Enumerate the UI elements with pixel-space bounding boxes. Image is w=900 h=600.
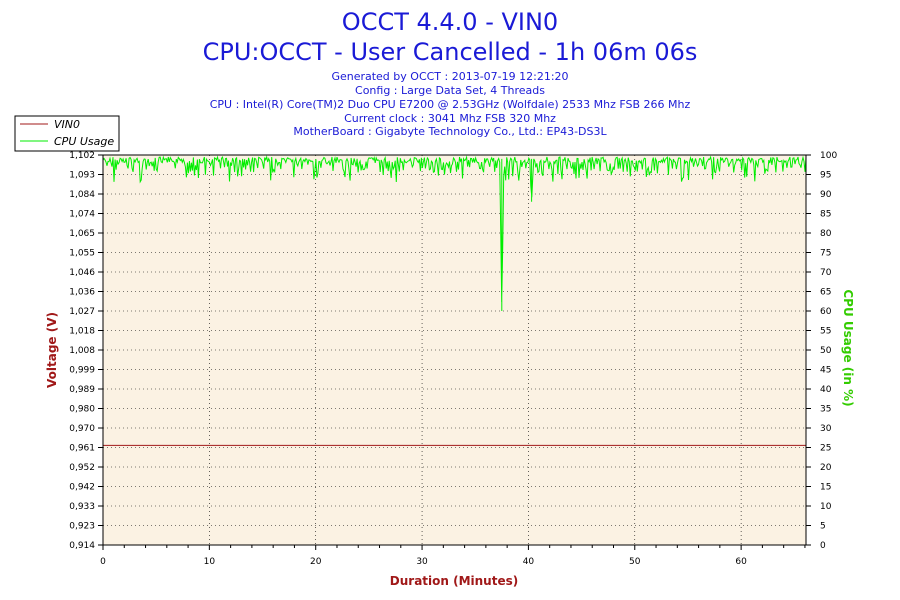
info-generated: Generated by OCCT : 2013-07-19 12:21:20 xyxy=(331,70,568,83)
y2-tick-label: 90 xyxy=(820,190,832,200)
info-cpu: CPU : Intel(R) Core(TM)2 Duo CPU E7200 @… xyxy=(210,98,691,111)
y-axis-label: Voltage (V) xyxy=(45,312,59,388)
x-tick-label: 20 xyxy=(310,557,322,567)
y2-tick-label: 75 xyxy=(820,249,831,259)
x-tick-label: 30 xyxy=(416,557,428,567)
y2-tick-label: 80 xyxy=(820,229,832,239)
x-tick-label: 10 xyxy=(204,557,216,567)
x-axis-label: Duration (Minutes) xyxy=(390,574,518,588)
y2-tick-label: 20 xyxy=(820,463,832,473)
info-motherboard: MotherBoard : Gigabyte Technology Co., L… xyxy=(293,125,607,138)
y2-tick-label: 65 xyxy=(820,288,831,298)
y2-tick-label: 45 xyxy=(820,366,831,376)
y-tick-label: 1,036 xyxy=(69,288,95,298)
chart-subtitle: CPU:OCCT - User Cancelled - 1h 06m 06s xyxy=(203,38,698,66)
y-tick-label: 1,018 xyxy=(69,327,95,337)
y-tick-label: 0,952 xyxy=(69,463,95,473)
y2-axis-label: CPU Usage (in %) xyxy=(841,289,855,406)
plot-area xyxy=(103,155,806,545)
y2-tick-label: 55 xyxy=(820,327,831,337)
grid-layer xyxy=(103,155,806,545)
x-tick-label: 60 xyxy=(735,557,747,567)
y-tick-label: 1,102 xyxy=(69,151,95,161)
y-tick-label: 0,980 xyxy=(69,405,95,415)
x-tick-label: 50 xyxy=(629,557,641,567)
series-layer xyxy=(102,155,807,446)
y-tick-label: 1,046 xyxy=(69,268,95,278)
legend-label-cpu-usage: CPU Usage xyxy=(54,135,114,148)
y-tick-label: 1,008 xyxy=(69,346,95,356)
y-tick-label: 0,933 xyxy=(69,502,95,512)
y2-tick-label: 35 xyxy=(820,405,831,415)
y2-tick-label: 10 xyxy=(820,502,832,512)
legend: VIN0 CPU Usage xyxy=(14,115,120,152)
y2-tick-label: 100 xyxy=(820,151,837,161)
y-tick-label: 0,999 xyxy=(69,366,95,376)
series-line-cpu-usage xyxy=(102,155,807,311)
y-tick-label: 1,065 xyxy=(69,229,95,239)
y-tick-label: 0,989 xyxy=(69,385,95,395)
info-clock: Current clock : 3041 Mhz FSB 320 Mhz xyxy=(344,112,556,125)
y2-tick-label: 95 xyxy=(820,171,831,181)
y2-tick-label: 25 xyxy=(820,444,831,454)
y-tick-label: 1,027 xyxy=(69,307,95,317)
x-tick-label: 40 xyxy=(523,557,535,567)
legend-label-vin0: VIN0 xyxy=(54,118,80,131)
y2-tick-label: 50 xyxy=(820,346,832,356)
y2-tick-label: 30 xyxy=(820,424,832,434)
y2-tick-label: 0 xyxy=(820,541,826,551)
y-tick-label: 1,074 xyxy=(69,210,95,220)
y2-tick-label: 60 xyxy=(820,307,832,317)
y-tick-label: 1,093 xyxy=(69,171,95,181)
y-tick-label: 1,055 xyxy=(69,249,95,259)
chart-title: OCCT 4.4.0 - VIN0 xyxy=(342,8,558,36)
y-tick-label: 1,084 xyxy=(69,190,95,200)
x-tick-label: 0 xyxy=(100,557,106,567)
y2-tick-label: 70 xyxy=(820,268,832,278)
y2-tick-label: 40 xyxy=(820,385,832,395)
y-tick-label: 0,914 xyxy=(69,541,95,551)
axis-layer: 0,914 0,923 0,933 0,942 0,952 0,961 0,970 0,980… xyxy=(69,151,837,567)
y2-tick-label: 85 xyxy=(820,210,831,220)
y-tick-label: 0,961 xyxy=(69,444,95,454)
y-tick-label: 0,923 xyxy=(69,522,95,532)
y-tick-label: 0,942 xyxy=(69,483,95,493)
legend-box xyxy=(14,115,120,152)
y2-tick-label: 5 xyxy=(820,522,826,532)
y-tick-label: 0,970 xyxy=(69,424,95,434)
info-config: Config : Large Data Set, 4 Threads xyxy=(355,84,545,97)
y2-tick-label: 15 xyxy=(820,483,831,493)
